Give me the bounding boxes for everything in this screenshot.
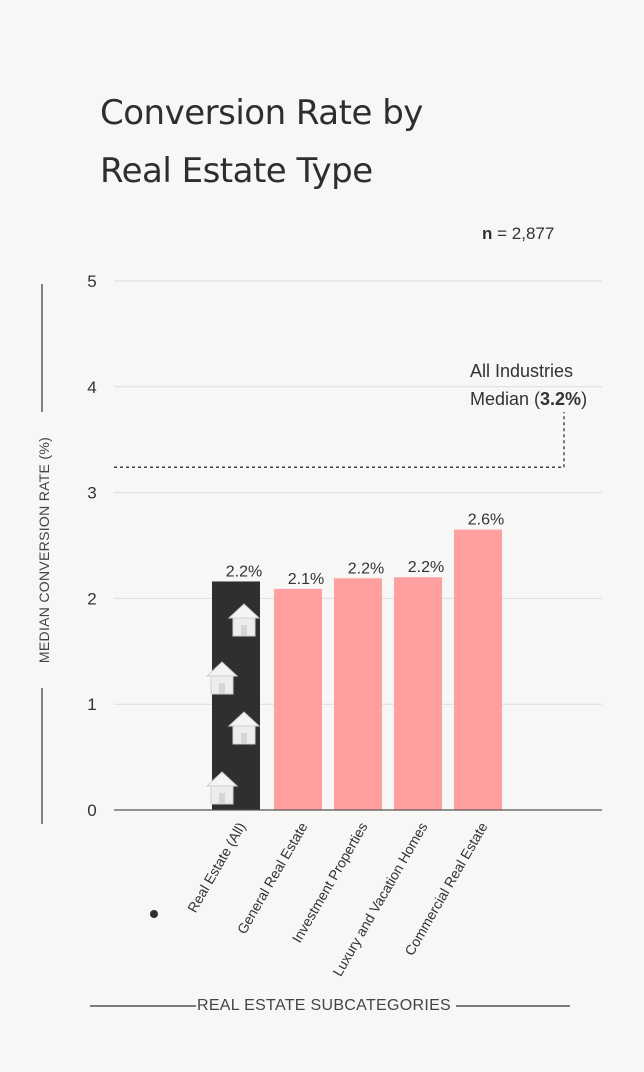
annotation-line-1: All Industries [470, 361, 574, 381]
x-tick-label: Real Estate (All) [184, 820, 248, 916]
sample-size-label: n = 2,877 [482, 224, 554, 244]
y-axis-title: MEDIAN CONVERSION RATE (%) [36, 436, 52, 664]
chart-title-line-1: Conversion Rate by [100, 93, 423, 133]
house-icon [227, 711, 261, 745]
bar [454, 529, 502, 810]
value-label: 2.2% [408, 559, 444, 576]
house-icon [205, 771, 239, 805]
annotation-suffix: ) [581, 389, 588, 409]
chart-title-line-2: Real Estate Type [100, 151, 373, 191]
annotation-prefix: Median ( [470, 389, 541, 409]
house-icon [227, 603, 261, 637]
y-tick-label: 3 [87, 484, 96, 503]
x-axis-title: REAL ESTATE SUBCATEGORIES [196, 997, 452, 1014]
value-label: 2.6% [468, 512, 504, 529]
value-label: 2.2% [226, 563, 262, 580]
bar [334, 578, 382, 810]
y-tick-label: 4 [87, 378, 96, 397]
y-tick-label: 1 [87, 695, 96, 714]
sample-size-value: = 2,877 [497, 224, 555, 243]
bar [274, 588, 322, 810]
chart-title: Conversion Rate by Real Estate Type [100, 84, 423, 200]
bar [394, 577, 442, 810]
highlight-bullet [150, 910, 158, 918]
y-tick-label: 0 [87, 801, 96, 820]
y-tick-label: 2 [87, 589, 96, 608]
value-label: 2.1% [288, 571, 324, 588]
sample-size-n: n [482, 224, 493, 243]
house-icon [205, 661, 239, 695]
annotation-line-2: Median (3.2%) [470, 385, 587, 413]
all-industries-annotation: All Industries Median (3.2%) [470, 357, 587, 413]
annotation-median-value: 3.2% [540, 389, 582, 409]
y-tick-label: 5 [87, 272, 96, 291]
value-label: 2.2% [348, 560, 384, 577]
